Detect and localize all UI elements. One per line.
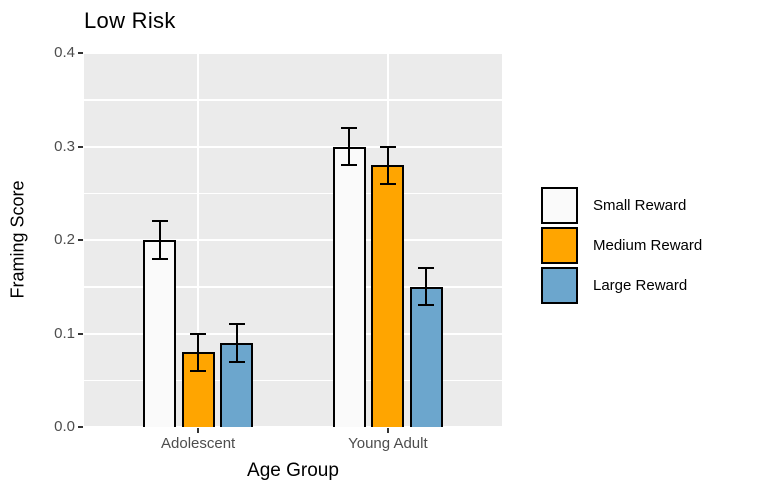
error-bar-cap [228, 360, 245, 363]
error-bar-cap [190, 332, 207, 335]
legend-item: Medium Reward [541, 227, 702, 264]
legend-swatch [541, 267, 578, 304]
gridline-major-x [197, 53, 200, 427]
bar-young-adult-small-reward [332, 146, 366, 427]
y-tick-label: 0.2 [54, 231, 75, 248]
legend-swatch [541, 227, 578, 264]
y-tick-mark [78, 52, 83, 54]
gridline-major [84, 426, 502, 427]
error-bar-cap [341, 164, 358, 167]
error-bar-line [386, 146, 389, 184]
gridline-major [84, 145, 502, 148]
legend: Small Reward Medium Reward Large Reward [541, 187, 702, 307]
y-axis-title: Framing Score [7, 180, 28, 299]
y-tick-mark [78, 145, 83, 148]
x-tick-mark [386, 428, 389, 433]
y-tick-label: 0.1 [54, 324, 75, 342]
error-bar-line [235, 324, 238, 362]
error-bar-cap [418, 304, 435, 307]
error-bar-cap [228, 323, 245, 326]
error-bar-line [158, 221, 161, 259]
error-bar-cap [151, 257, 168, 260]
error-bar-cap [379, 145, 396, 148]
gridline-major [84, 53, 502, 54]
gridline-major [84, 332, 502, 335]
plot-panel [84, 53, 502, 427]
y-tick-mark [78, 332, 83, 335]
gridline-minor [84, 192, 502, 194]
error-bar-cap [379, 182, 396, 185]
gridline-minor [84, 379, 502, 381]
legend-item: Large Reward [541, 267, 702, 304]
bar-young-adult-medium-reward [371, 165, 405, 427]
legend-label: Small Reward [593, 197, 687, 214]
legend-swatch [541, 187, 578, 224]
error-bar-cap [151, 220, 168, 223]
x-tick-mark [197, 428, 200, 433]
gridline-minor [84, 99, 502, 101]
error-bar-cap [418, 267, 435, 270]
error-bar-line [197, 333, 200, 371]
legend-label: Medium Reward [593, 237, 703, 254]
chart-title: Low Risk [84, 8, 176, 33]
y-tick-label: 0.4 [54, 44, 75, 61]
error-bar-line [348, 127, 351, 166]
x-axis-title: Age Group [247, 460, 339, 481]
x-tick-label: Adolescent [161, 435, 236, 452]
bar-young-adult-large-reward [409, 286, 443, 427]
error-bar-cap [341, 126, 358, 129]
bar-adolescent-small-reward [143, 240, 177, 427]
x-tick-label: Young Adult [348, 435, 428, 452]
y-tick-label: 0.3 [54, 137, 75, 155]
y-tick-mark [78, 426, 83, 428]
legend-label: Large Reward [593, 277, 688, 294]
gridline-major [84, 239, 502, 241]
y-tick-label: 0.0 [54, 418, 75, 435]
legend-item: Small Reward [541, 187, 702, 224]
y-tick-mark [78, 239, 83, 241]
error-bar-cap [190, 369, 207, 372]
gridline-minor [84, 286, 502, 288]
error-bar-line [425, 268, 428, 306]
